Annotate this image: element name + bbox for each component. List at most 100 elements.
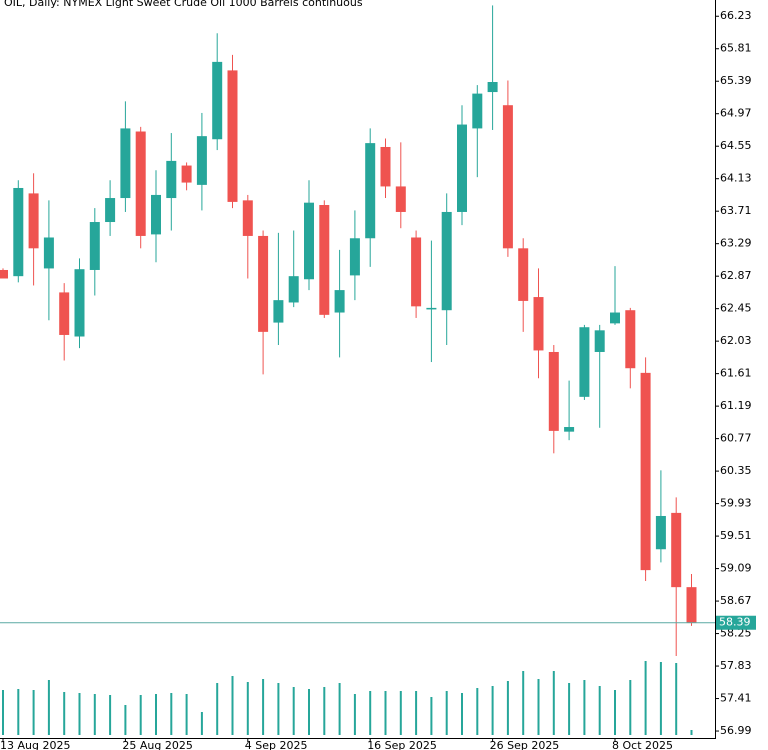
candle-body <box>273 300 284 323</box>
volume-bar <box>200 712 203 735</box>
volume-bar <box>170 693 173 735</box>
last-price-label: 58.39 <box>719 616 751 629</box>
candle-body <box>594 330 605 352</box>
candle-body <box>564 427 575 432</box>
volume-bar <box>675 663 678 735</box>
y-tick-label: 64.13 <box>720 172 752 185</box>
y-tick-label: 63.71 <box>720 204 752 217</box>
candle-body <box>0 269 8 279</box>
candle-body <box>74 269 85 337</box>
candle-body <box>13 187 24 277</box>
candle-body <box>426 307 437 310</box>
candle-body <box>395 186 406 212</box>
volume-bar <box>445 691 448 735</box>
volume-bar <box>522 671 525 735</box>
volume-bar <box>430 697 433 735</box>
candle-body <box>120 128 131 199</box>
volume-bar <box>292 687 295 735</box>
y-tick-label: 58.25 <box>720 627 752 640</box>
volume-bar <box>93 694 96 735</box>
volume-bar <box>262 679 265 735</box>
candle-body <box>518 248 529 301</box>
candle-body <box>334 290 345 313</box>
x-tick-label: 8 Oct 2025 <box>612 739 673 750</box>
candle-body <box>610 312 620 324</box>
y-tick-label: 59.93 <box>720 497 752 510</box>
candle-body <box>166 160 177 199</box>
volume-bar <box>216 683 219 735</box>
y-tick-label: 64.97 <box>720 107 752 120</box>
y-tick-label: 62.03 <box>720 334 752 347</box>
x-tick-label: 13 Aug 2025 <box>0 739 70 750</box>
candle-body <box>579 327 590 397</box>
volume-bar <box>231 676 234 735</box>
volume-bar <box>659 662 662 735</box>
last-price-box <box>716 615 756 630</box>
candle-body <box>105 198 116 223</box>
candle-body <box>151 194 161 235</box>
y-tick-label: 58.67 <box>720 594 752 607</box>
candle-body <box>625 310 636 369</box>
candle-body <box>319 205 330 315</box>
x-tick-label: 25 Aug 2025 <box>122 739 192 750</box>
y-tick-label: 57.41 <box>720 692 752 705</box>
x-tick-label: 26 Sep 2025 <box>490 739 560 750</box>
candle-body <box>43 237 54 269</box>
volume-bar <box>399 691 402 735</box>
y-tick-label: 59.09 <box>720 562 752 575</box>
volume-bar <box>506 681 509 735</box>
volume-bar <box>552 671 555 735</box>
candle-body <box>472 93 483 129</box>
y-tick-label: 62.45 <box>720 302 752 315</box>
volume-bar <box>537 679 540 735</box>
y-tick-label: 61.61 <box>720 367 752 380</box>
volume-bar <box>461 693 463 735</box>
candle-body <box>548 351 559 431</box>
volume-bar <box>47 680 50 735</box>
candle-body <box>258 235 269 332</box>
chart-title: OIL, Daily: NYMEX Light Sweet Crude Oil … <box>4 0 363 9</box>
volume-bar <box>598 686 601 735</box>
volume-bar <box>690 730 693 735</box>
candle-body <box>365 143 376 239</box>
candle-body <box>181 165 192 183</box>
y-tick-label: 65.39 <box>720 74 752 87</box>
candle-body <box>411 237 422 307</box>
y-tick-label: 63.29 <box>720 237 752 250</box>
candle-body <box>533 297 544 351</box>
volume-bar <box>491 686 494 735</box>
y-tick-label: 64.55 <box>720 139 752 152</box>
candle-body <box>28 193 39 249</box>
y-tick-label: 65.81 <box>720 42 752 55</box>
volume-bar <box>644 661 647 735</box>
candle-body <box>671 512 682 588</box>
y-tick-label: 66.23 <box>720 9 752 22</box>
candle-body <box>135 131 146 236</box>
candle-body <box>349 238 360 276</box>
volume-bar <box>63 692 66 735</box>
candle-body <box>242 200 253 236</box>
x-tick-label: 4 Sep 2025 <box>245 739 308 750</box>
y-tick-label: 61.19 <box>720 399 752 412</box>
volume-bar <box>614 690 616 735</box>
candle-body <box>640 372 651 571</box>
volume-bar <box>78 693 81 735</box>
volume-bar <box>415 691 418 735</box>
volume-bar <box>32 690 35 735</box>
candle-body <box>227 70 238 202</box>
candle-body <box>212 61 223 140</box>
candle-body <box>288 276 299 303</box>
volume-bar <box>155 694 157 735</box>
volume-bar <box>384 691 387 735</box>
volume-bar <box>2 690 4 735</box>
candle-body <box>457 124 467 212</box>
volume-bar <box>476 688 479 735</box>
volume-bar <box>369 691 372 735</box>
volume-bar <box>583 680 586 735</box>
volume-bar <box>629 680 632 735</box>
y-tick-label: 57.83 <box>720 659 752 672</box>
candle-body <box>304 202 314 280</box>
volume-bar <box>338 683 341 735</box>
